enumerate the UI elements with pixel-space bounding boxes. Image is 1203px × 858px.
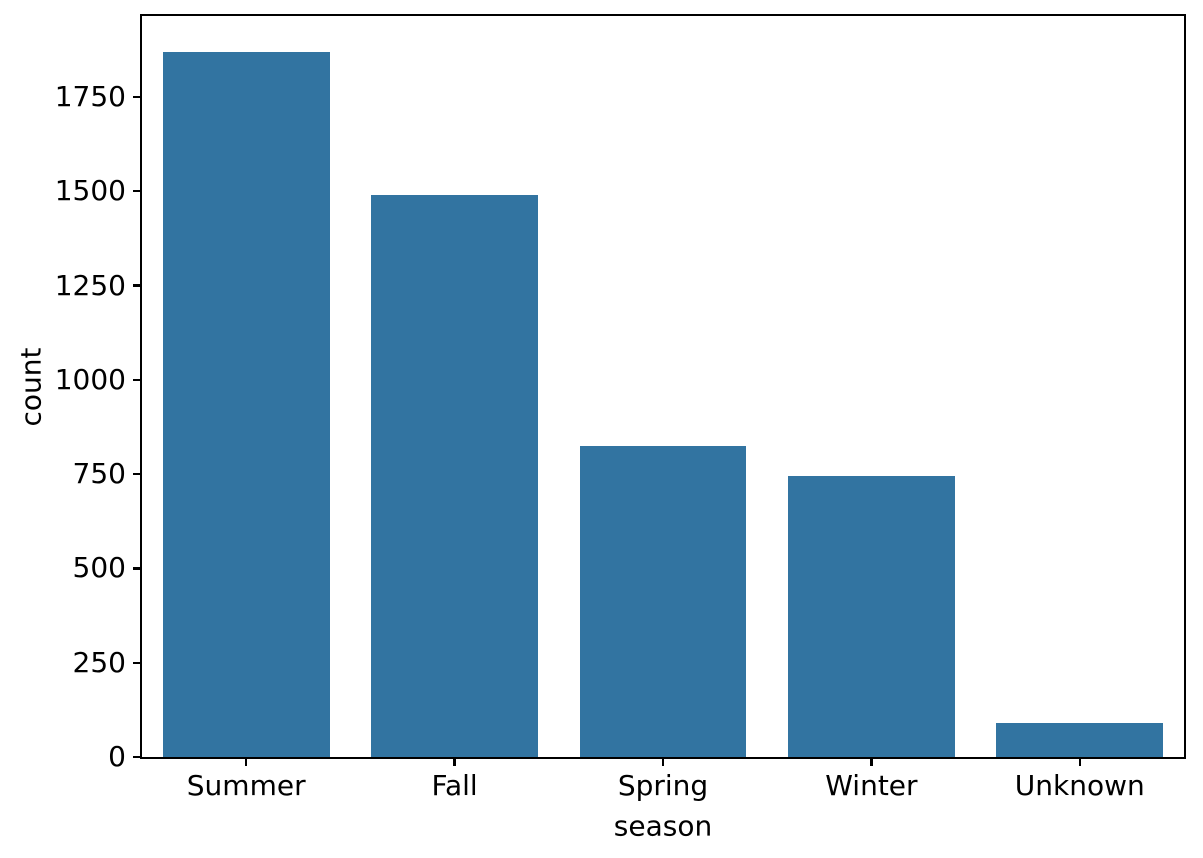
y-tick-label: 1500 bbox=[54, 174, 126, 208]
y-tick-mark bbox=[133, 378, 142, 382]
y-tick-mark bbox=[133, 473, 142, 476]
x-tick-label-unknown: Unknown bbox=[1014, 768, 1145, 802]
y-tick-label: 1750 bbox=[54, 79, 126, 113]
bar-winter bbox=[788, 476, 955, 757]
x-tick-mark bbox=[870, 757, 873, 766]
x-tick-label-spring: Spring bbox=[617, 768, 709, 802]
y-tick-label: 1250 bbox=[54, 268, 126, 302]
x-tick-label-winter: Winter bbox=[825, 768, 918, 802]
y-tick-mark bbox=[133, 755, 142, 759]
x-tick-label-fall: Fall bbox=[431, 768, 478, 802]
y-tick-label: 1000 bbox=[54, 362, 126, 396]
x-tick-mark bbox=[661, 757, 665, 766]
x-tick-mark bbox=[1078, 757, 1081, 766]
y-tick-label: 250 bbox=[72, 645, 126, 679]
y-tick-mark bbox=[133, 284, 142, 287]
bar-unknown bbox=[996, 723, 1164, 757]
y-tick-mark bbox=[133, 95, 142, 99]
y-tick-label: 500 bbox=[72, 551, 126, 585]
x-tick-mark bbox=[245, 757, 248, 766]
x-tick-label-summer: Summer bbox=[186, 768, 306, 802]
bar-spring bbox=[579, 445, 747, 757]
y-tick-mark bbox=[133, 661, 142, 664]
y-tick-label: 750 bbox=[72, 457, 126, 491]
y-axis-label: count bbox=[14, 347, 48, 427]
y-tick-mark bbox=[133, 567, 142, 570]
x-axis-label: season bbox=[613, 809, 713, 843]
y-tick-label: 0 bbox=[108, 739, 126, 773]
y-tick-mark bbox=[133, 190, 142, 193]
bar-summer bbox=[162, 51, 330, 757]
bar-fall bbox=[371, 195, 538, 757]
x-tick-mark bbox=[453, 757, 456, 766]
